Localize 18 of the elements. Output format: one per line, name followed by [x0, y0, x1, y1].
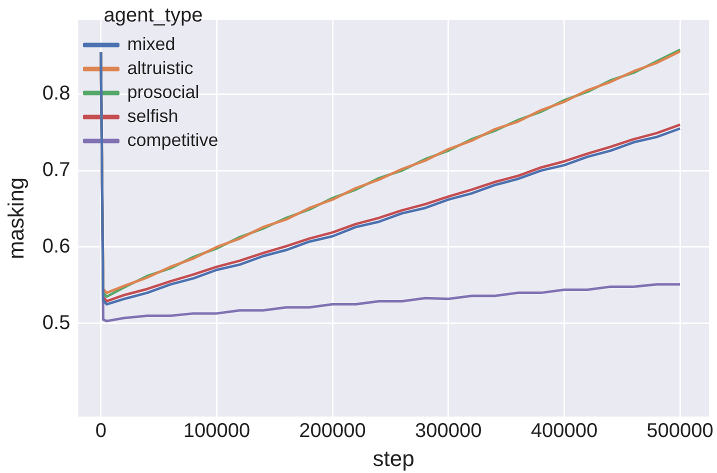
x-tick-label: 0: [95, 420, 106, 442]
y-tick-label: 0.8: [42, 82, 70, 105]
legend-label: mixed: [127, 34, 176, 54]
x-tick-label: 100000: [183, 420, 250, 442]
legend-label: competitive: [127, 130, 218, 150]
y-tick-label: 0.7: [42, 159, 70, 182]
legend-label: altruistic: [127, 58, 194, 78]
legend-label: selfish: [127, 106, 178, 126]
x-tick-label: 200000: [299, 420, 366, 442]
x-tick-label: 500000: [646, 420, 714, 442]
legend-title: agent_type: [104, 4, 203, 27]
y-tick-label: 0.6: [42, 235, 70, 258]
x-tick-label: 300000: [415, 420, 482, 442]
y-tick-label: 0.5: [42, 312, 70, 334]
x-axis-title: step: [372, 446, 414, 471]
x-tick-label: 400000: [530, 420, 598, 442]
legend-label: prosocial: [127, 82, 200, 102]
y-axis-title: masking: [3, 177, 28, 260]
